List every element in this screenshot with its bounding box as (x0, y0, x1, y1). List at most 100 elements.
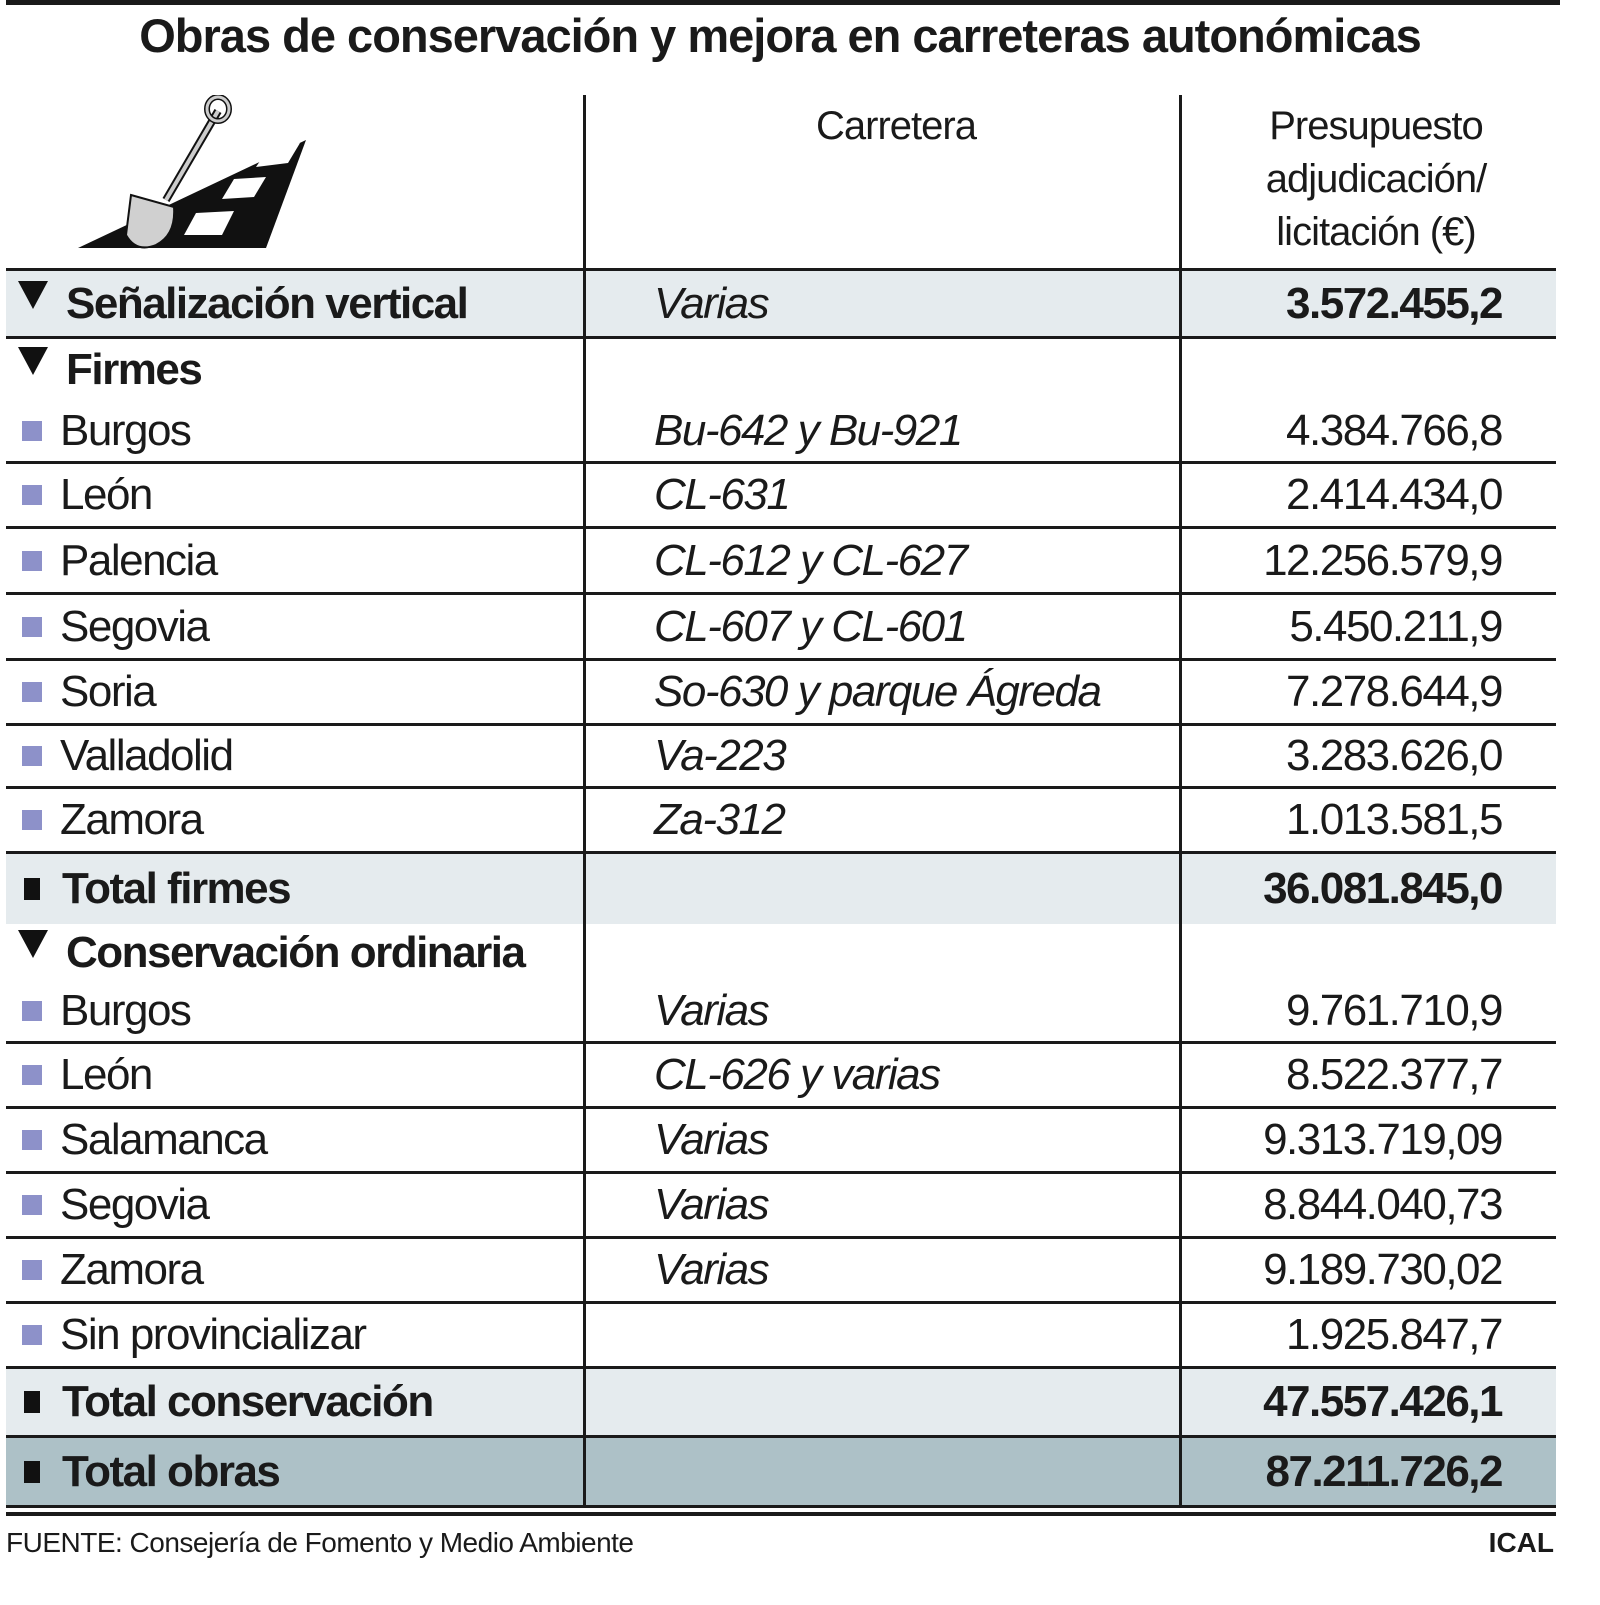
row-label-cell: Firmes (6, 339, 584, 401)
table-row: Burgos Varias 9.761.710,9 (6, 981, 1556, 1044)
road-cell: Varias (654, 1180, 770, 1229)
column-header-budget: Presupuesto adjudicación/ licitación (€) (1186, 100, 1566, 259)
square-bullet-icon (22, 810, 42, 830)
table-row: Palencia CL-612 y CL-627 12.256.579,9 (6, 529, 1556, 595)
row-label-cell: León (6, 1044, 584, 1106)
budget-cell: 12.256.579,9 (1263, 535, 1503, 585)
triangle-down-icon (18, 347, 48, 375)
column-divider (1179, 95, 1182, 1507)
budget-cell: 47.557.426,1 (1263, 1377, 1503, 1426)
row-label-cell: Soria (6, 661, 584, 723)
row-label-cell: León (6, 464, 584, 526)
budget-header-line: licitación (€) (1276, 210, 1476, 254)
row-label-cell: Valladolid (6, 726, 584, 786)
budget-cell: 36.081.845,0 (1263, 864, 1503, 913)
row-label-cell: Zamora (6, 1239, 584, 1301)
budget-cell: 7.278.644,9 (1286, 667, 1503, 716)
total-row: Total obras 87.211.726,2 (6, 1438, 1556, 1508)
road-cell: Varias (654, 1245, 770, 1294)
road-cell (654, 1438, 1174, 1505)
budget-cell: 8.522.377,7 (1286, 1050, 1503, 1099)
square-bullet-icon (22, 1001, 42, 1021)
budget-cell: 2.414.434,0 (1286, 470, 1503, 519)
square-bullet-icon (22, 682, 42, 702)
total-row: Total conservación 47.557.426,1 (6, 1369, 1556, 1438)
source-note: FUENTE: Consejería de Fomento y Medio Am… (6, 1527, 634, 1558)
table-row: León CL-626 y varias 8.522.377,7 (6, 1044, 1556, 1109)
bottom-rule (6, 1512, 1556, 1516)
row-label: Burgos (60, 406, 192, 455)
road-cell: Bu-642 y Bu-921 (654, 406, 963, 455)
row-label-cell: Total obras (6, 1438, 584, 1505)
budget-cell: 1.013.581,5 (1286, 795, 1503, 844)
row-label-cell: Conservación ordinaria (6, 924, 584, 981)
section-row: Señalización vertical Varias 3.572.455,2 (6, 271, 1556, 339)
budget-cell: 3.283.626,0 (1286, 731, 1503, 780)
road-cell: CL-626 y varias (654, 1050, 941, 1099)
shovel-road-icon (78, 95, 306, 249)
table-row: Salamanca Varias 9.313.719,09 (6, 1109, 1556, 1174)
road-cell: Va-223 (654, 731, 787, 780)
square-bullet-icon (24, 1460, 40, 1483)
budget-cell (1184, 924, 1502, 981)
road-cell: CL-612 y CL-627 (654, 535, 968, 585)
row-label-cell: Burgos (6, 401, 584, 461)
row-label: Zamora (60, 795, 204, 844)
square-bullet-icon (22, 421, 42, 441)
road-cell: So-630 y parque Ágreda (654, 667, 1102, 716)
row-label-cell: Segovia (6, 595, 584, 658)
row-label: León (60, 470, 153, 519)
square-bullet-icon (22, 1195, 42, 1215)
table-row: Segovia CL-607 y CL-601 5.450.211,9 (6, 595, 1556, 661)
total-row: Total firmes 36.081.845,0 (6, 854, 1556, 924)
square-bullet-icon (22, 1065, 42, 1085)
table-header: Carretera Presupuesto adjudicación/ lici… (6, 95, 1556, 271)
table-row: Zamora Za-312 1.013.581,5 (6, 789, 1556, 854)
budget-cell: 3.572.455,2 (1286, 278, 1503, 328)
row-label: Total obras (62, 1446, 281, 1496)
table-row: Sin provincializar 1.925.847,7 (6, 1304, 1556, 1369)
table-row: Valladolid Va-223 3.283.626,0 (6, 726, 1556, 789)
budget-cell: 8.844.040,73 (1263, 1180, 1503, 1229)
budget-cell (1184, 339, 1502, 401)
table-row: Segovia Varias 8.844.040,73 (6, 1174, 1556, 1239)
table-row: Burgos Bu-642 y Bu-921 4.384.766,8 (6, 401, 1556, 464)
square-bullet-icon (22, 1325, 42, 1345)
budget-table: Carretera Presupuesto adjudicación/ lici… (6, 95, 1556, 1508)
page-title: Obras de conservación y mejora en carret… (139, 9, 1421, 62)
square-bullet-icon (22, 746, 42, 766)
road-cell (654, 339, 1174, 401)
top-rule (6, 0, 1560, 5)
agency-credit: ICAL (1488, 1527, 1554, 1558)
budget-header-line: adjudicación/ (1265, 157, 1488, 201)
budget-cell: 5.450.211,9 (1289, 601, 1503, 651)
row-label-cell: Total conservación (6, 1369, 584, 1435)
row-label: Total conservación (62, 1377, 434, 1426)
row-label: Burgos (60, 986, 192, 1035)
row-label: Palencia (60, 535, 218, 585)
row-label-cell: Señalización vertical (6, 271, 584, 336)
row-label: Segovia (60, 1180, 210, 1229)
row-label-cell: Palencia (6, 529, 584, 592)
row-label: Zamora (60, 1245, 204, 1294)
road-cell (654, 854, 1174, 924)
budget-cell: 87.211.726,2 (1265, 1446, 1504, 1496)
road-cell: Varias (654, 278, 770, 328)
row-label: Soria (60, 667, 157, 716)
row-label-cell: Zamora (6, 789, 584, 851)
budget-cell: 9.761.710,9 (1286, 986, 1503, 1035)
row-label: Firmes (66, 345, 203, 394)
column-header-road: Carretera (816, 104, 977, 148)
table-row: León CL-631 2.414.434,0 (6, 464, 1556, 529)
row-label: Salamanca (60, 1115, 268, 1164)
section-row: Conservación ordinaria (6, 924, 1556, 981)
row-label: Señalización vertical (66, 278, 469, 328)
budget-cell: 9.189.730,02 (1263, 1245, 1503, 1294)
row-label-cell: Total firmes (6, 854, 584, 924)
row-label-cell: Burgos (6, 981, 584, 1041)
table-row: Soria So-630 y parque Ágreda 7.278.644,9 (6, 661, 1556, 726)
road-cell: Varias (654, 1115, 770, 1164)
triangle-down-icon (18, 280, 48, 309)
square-bullet-icon (22, 1130, 42, 1150)
budget-header-line: Presupuesto (1269, 104, 1484, 148)
